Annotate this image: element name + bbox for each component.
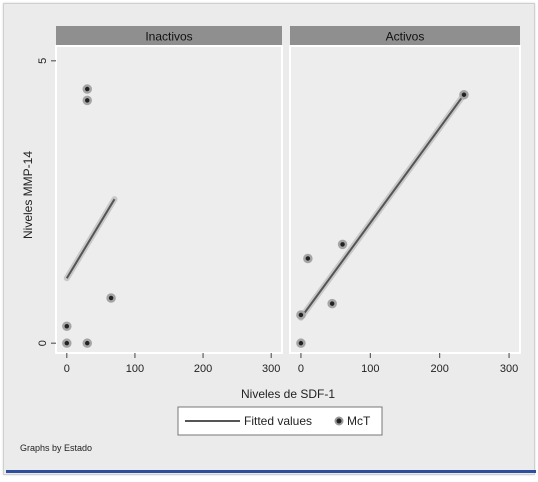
data-point-1-3 xyxy=(337,239,348,250)
x-tick-label-0-2: 200 xyxy=(194,363,212,375)
fit-line-1 xyxy=(300,94,465,319)
panel-strip-0 xyxy=(56,26,282,46)
bottom-rule xyxy=(6,470,536,473)
data-point-0-3 xyxy=(82,84,92,94)
y-tick-label-1: 5 xyxy=(37,58,49,64)
panel-layer: Inactivos 0 100 200 300 0 5 Activos 0 100 200 300 xyxy=(37,26,521,375)
x-tick-label-0-3: 300 xyxy=(262,363,280,375)
x-tick-label-0-0: 0 xyxy=(64,363,70,375)
y-axis-title: Niveles MMP-14 xyxy=(21,151,35,239)
panel-strip-label-1: Activos xyxy=(386,30,425,44)
x-tick-label-1-2: 200 xyxy=(431,363,449,375)
x-tick-label-1-1: 100 xyxy=(361,363,379,375)
legend-label-fitted: Fitted values xyxy=(244,414,312,428)
data-point-1-0 xyxy=(296,338,306,348)
panel-plot-area-0 xyxy=(55,45,283,354)
y-tick-label-0: 0 xyxy=(37,340,49,346)
data-point-1-2 xyxy=(303,253,313,264)
panel-plot-area-1 xyxy=(289,45,521,354)
data-point-0-5 xyxy=(106,293,116,303)
x-tick-label-1-0: 0 xyxy=(298,363,304,375)
data-point-0-2 xyxy=(82,338,92,348)
graphs-by-note: Graphs by Estado xyxy=(20,443,92,453)
legend: Fitted values McT xyxy=(177,406,383,436)
legend-label-mct: McT xyxy=(347,414,371,428)
legend-marker-swatch xyxy=(334,416,344,426)
panel-strip-1 xyxy=(290,26,520,46)
data-point-1-1 xyxy=(296,310,306,320)
x-tick-label-0-1: 100 xyxy=(126,363,144,375)
data-point-1-4 xyxy=(327,298,337,309)
data-point-1-5 xyxy=(459,89,469,100)
data-point-0-0 xyxy=(62,338,72,348)
data-point-0-4 xyxy=(82,95,92,106)
x-axis-title: Niveles de SDF-1 xyxy=(241,387,335,401)
fit-line-0 xyxy=(65,198,116,279)
x-tick-label-1-3: 300 xyxy=(500,363,518,375)
panel-strip-label-0: Inactivos xyxy=(145,30,192,44)
data-point-0-1 xyxy=(62,321,72,331)
